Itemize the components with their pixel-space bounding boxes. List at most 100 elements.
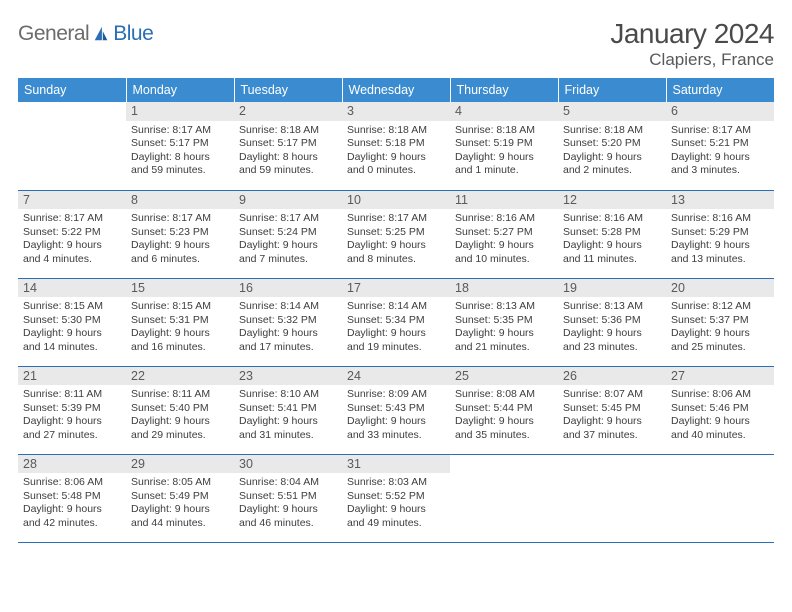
day-number: 18 <box>450 279 558 298</box>
day-cell: 16Sunrise: 8:14 AMSunset: 5:32 PMDayligh… <box>234 278 342 366</box>
day-details: Sunrise: 8:04 AMSunset: 5:51 PMDaylight:… <box>234 473 342 533</box>
day-cell: 17Sunrise: 8:14 AMSunset: 5:34 PMDayligh… <box>342 278 450 366</box>
sunrise-line: Sunrise: 8:08 AM <box>455 388 553 402</box>
daylight-line: Daylight: 9 hours and 44 minutes. <box>131 503 229 530</box>
daylight-line: Daylight: 9 hours and 0 minutes. <box>347 151 445 178</box>
day-cell: 20Sunrise: 8:12 AMSunset: 5:37 PMDayligh… <box>666 278 774 366</box>
sunset-line: Sunset: 5:20 PM <box>563 137 661 151</box>
daylight-line: Daylight: 9 hours and 35 minutes. <box>455 415 553 442</box>
empty-cell <box>18 102 126 190</box>
daylight-line: Daylight: 9 hours and 3 minutes. <box>671 151 769 178</box>
day-details: Sunrise: 8:15 AMSunset: 5:31 PMDaylight:… <box>126 297 234 357</box>
brand-part1: General <box>18 22 89 46</box>
sunrise-line: Sunrise: 8:16 AM <box>671 212 769 226</box>
day-number: 29 <box>126 455 234 474</box>
sunrise-line: Sunrise: 8:15 AM <box>131 300 229 314</box>
header: General Blue January 2024 Clapiers, Fran… <box>18 18 774 70</box>
day-number: 12 <box>558 191 666 210</box>
day-details: Sunrise: 8:16 AMSunset: 5:27 PMDaylight:… <box>450 209 558 269</box>
day-details: Sunrise: 8:14 AMSunset: 5:32 PMDaylight:… <box>234 297 342 357</box>
sunset-line: Sunset: 5:34 PM <box>347 314 445 328</box>
day-details: Sunrise: 8:14 AMSunset: 5:34 PMDaylight:… <box>342 297 450 357</box>
day-number: 31 <box>342 455 450 474</box>
day-cell: 11Sunrise: 8:16 AMSunset: 5:27 PMDayligh… <box>450 190 558 278</box>
day-cell: 6Sunrise: 8:17 AMSunset: 5:21 PMDaylight… <box>666 102 774 190</box>
day-details: Sunrise: 8:17 AMSunset: 5:23 PMDaylight:… <box>126 209 234 269</box>
sunset-line: Sunset: 5:35 PM <box>455 314 553 328</box>
sunrise-line: Sunrise: 8:06 AM <box>671 388 769 402</box>
daylight-line: Daylight: 8 hours and 59 minutes. <box>239 151 337 178</box>
sunrise-line: Sunrise: 8:17 AM <box>347 212 445 226</box>
day-cell: 23Sunrise: 8:10 AMSunset: 5:41 PMDayligh… <box>234 366 342 454</box>
day-number: 7 <box>18 191 126 210</box>
sunset-line: Sunset: 5:41 PM <box>239 402 337 416</box>
sunset-line: Sunset: 5:17 PM <box>131 137 229 151</box>
dow-header: Tuesday <box>234 78 342 102</box>
daylight-line: Daylight: 9 hours and 29 minutes. <box>131 415 229 442</box>
sunrise-line: Sunrise: 8:03 AM <box>347 476 445 490</box>
sunset-line: Sunset: 5:31 PM <box>131 314 229 328</box>
title-block: January 2024 Clapiers, France <box>610 18 774 70</box>
dow-header: Wednesday <box>342 78 450 102</box>
sunrise-line: Sunrise: 8:18 AM <box>563 124 661 138</box>
sunrise-line: Sunrise: 8:07 AM <box>563 388 661 402</box>
day-cell: 25Sunrise: 8:08 AMSunset: 5:44 PMDayligh… <box>450 366 558 454</box>
day-number: 13 <box>666 191 774 210</box>
sail-icon <box>92 25 110 43</box>
day-number: 14 <box>18 279 126 298</box>
day-details: Sunrise: 8:11 AMSunset: 5:39 PMDaylight:… <box>18 385 126 445</box>
sunset-line: Sunset: 5:25 PM <box>347 226 445 240</box>
daylight-line: Daylight: 9 hours and 25 minutes. <box>671 327 769 354</box>
sunset-line: Sunset: 5:32 PM <box>239 314 337 328</box>
day-number: 16 <box>234 279 342 298</box>
day-cell: 26Sunrise: 8:07 AMSunset: 5:45 PMDayligh… <box>558 366 666 454</box>
daylight-line: Daylight: 9 hours and 8 minutes. <box>347 239 445 266</box>
day-cell: 19Sunrise: 8:13 AMSunset: 5:36 PMDayligh… <box>558 278 666 366</box>
day-number: 10 <box>342 191 450 210</box>
day-number: 27 <box>666 367 774 386</box>
day-details: Sunrise: 8:11 AMSunset: 5:40 PMDaylight:… <box>126 385 234 445</box>
daylight-line: Daylight: 9 hours and 21 minutes. <box>455 327 553 354</box>
day-details: Sunrise: 8:05 AMSunset: 5:49 PMDaylight:… <box>126 473 234 533</box>
sunrise-line: Sunrise: 8:11 AM <box>131 388 229 402</box>
day-details: Sunrise: 8:09 AMSunset: 5:43 PMDaylight:… <box>342 385 450 445</box>
day-details: Sunrise: 8:18 AMSunset: 5:20 PMDaylight:… <box>558 121 666 181</box>
sunset-line: Sunset: 5:45 PM <box>563 402 661 416</box>
sunrise-line: Sunrise: 8:16 AM <box>455 212 553 226</box>
daylight-line: Daylight: 9 hours and 2 minutes. <box>563 151 661 178</box>
day-cell: 9Sunrise: 8:17 AMSunset: 5:24 PMDaylight… <box>234 190 342 278</box>
month-title: January 2024 <box>610 18 774 50</box>
daylight-line: Daylight: 9 hours and 42 minutes. <box>23 503 121 530</box>
sunset-line: Sunset: 5:28 PM <box>563 226 661 240</box>
sunset-line: Sunset: 5:21 PM <box>671 137 769 151</box>
sunrise-line: Sunrise: 8:05 AM <box>131 476 229 490</box>
day-details: Sunrise: 8:18 AMSunset: 5:18 PMDaylight:… <box>342 121 450 181</box>
dow-header: Saturday <box>666 78 774 102</box>
daylight-line: Daylight: 9 hours and 17 minutes. <box>239 327 337 354</box>
day-number: 5 <box>558 102 666 121</box>
daylight-line: Daylight: 9 hours and 27 minutes. <box>23 415 121 442</box>
day-cell: 13Sunrise: 8:16 AMSunset: 5:29 PMDayligh… <box>666 190 774 278</box>
sunrise-line: Sunrise: 8:13 AM <box>563 300 661 314</box>
sunrise-line: Sunrise: 8:13 AM <box>455 300 553 314</box>
day-details: Sunrise: 8:10 AMSunset: 5:41 PMDaylight:… <box>234 385 342 445</box>
day-cell: 21Sunrise: 8:11 AMSunset: 5:39 PMDayligh… <box>18 366 126 454</box>
sunset-line: Sunset: 5:44 PM <box>455 402 553 416</box>
sunrise-line: Sunrise: 8:16 AM <box>563 212 661 226</box>
day-number: 2 <box>234 102 342 121</box>
day-number: 26 <box>558 367 666 386</box>
day-number: 28 <box>18 455 126 474</box>
empty-cell <box>558 454 666 542</box>
daylight-line: Daylight: 8 hours and 59 minutes. <box>131 151 229 178</box>
daylight-line: Daylight: 9 hours and 23 minutes. <box>563 327 661 354</box>
sunset-line: Sunset: 5:43 PM <box>347 402 445 416</box>
sunrise-line: Sunrise: 8:04 AM <box>239 476 337 490</box>
sunset-line: Sunset: 5:24 PM <box>239 226 337 240</box>
day-cell: 29Sunrise: 8:05 AMSunset: 5:49 PMDayligh… <box>126 454 234 542</box>
day-details: Sunrise: 8:03 AMSunset: 5:52 PMDaylight:… <box>342 473 450 533</box>
brand-part2: Blue <box>113 22 153 46</box>
day-cell: 30Sunrise: 8:04 AMSunset: 5:51 PMDayligh… <box>234 454 342 542</box>
day-details: Sunrise: 8:16 AMSunset: 5:28 PMDaylight:… <box>558 209 666 269</box>
day-number: 8 <box>126 191 234 210</box>
dow-header: Sunday <box>18 78 126 102</box>
